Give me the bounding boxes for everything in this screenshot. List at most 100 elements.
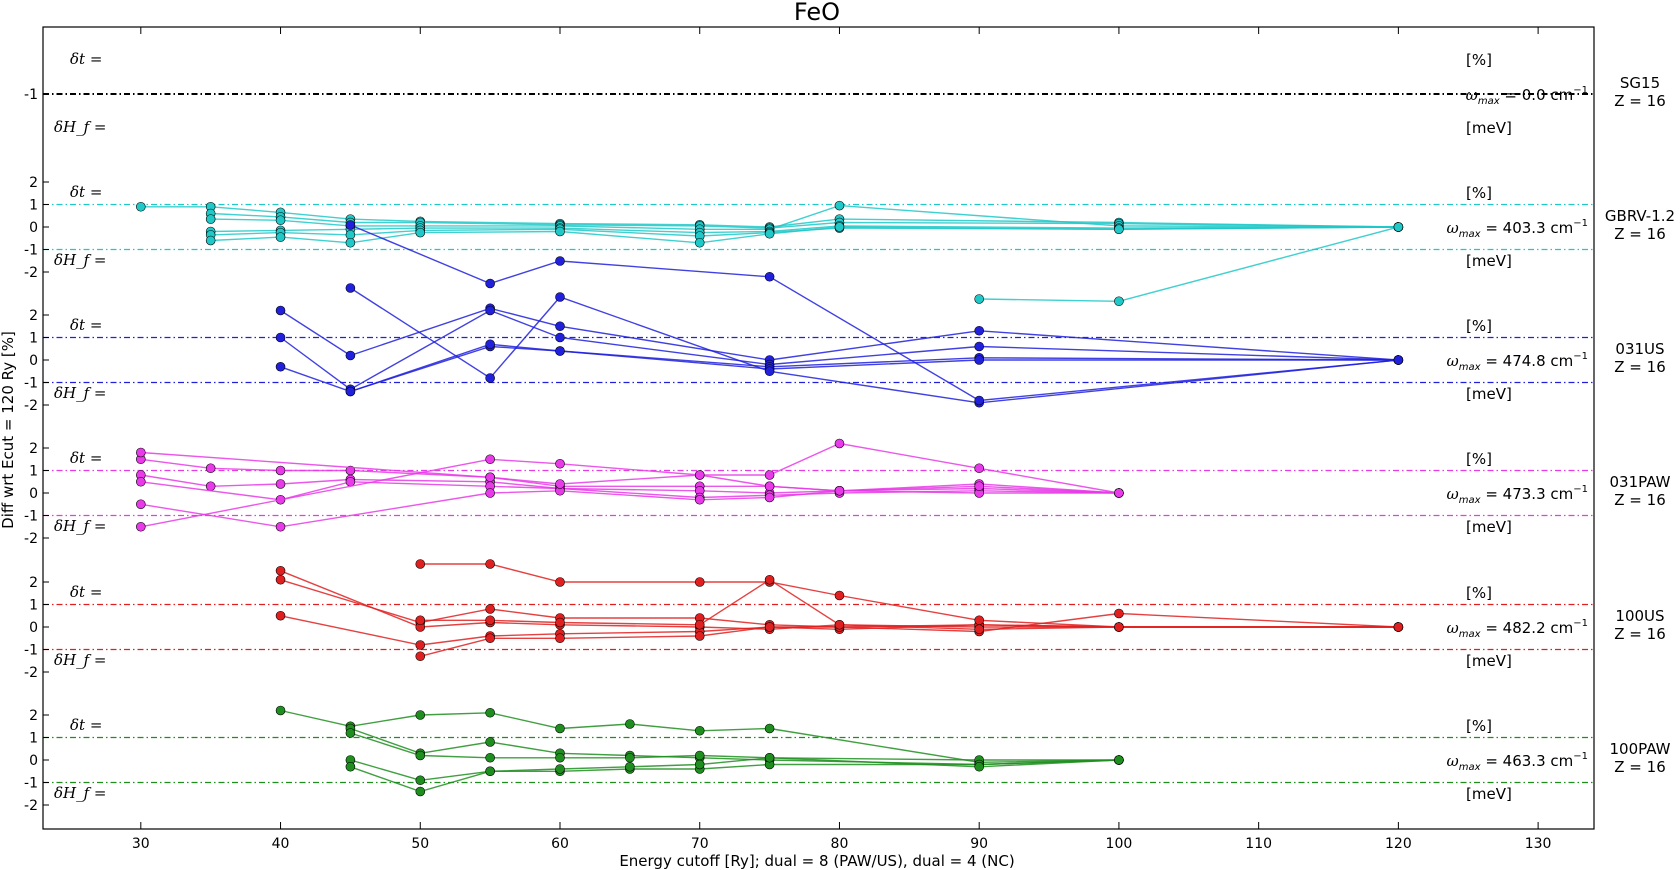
x-tick-label: 110 [1245,836,1272,852]
series-line [280,570,1399,631]
data-point [275,465,286,476]
data-point [415,227,426,238]
percent-unit-label: [%] [1466,717,1492,735]
delta-t-label: δt = [70,583,102,601]
panel-name-label: 100PAW [1610,740,1671,758]
omega-max-label: ωmax = 474.8 cm−1 [1447,351,1588,373]
y-tick-label: 1 [29,598,38,614]
data-point [974,294,984,304]
y-tick-label: 2 [29,308,38,324]
series-line [350,727,1119,766]
y-tick-label: 0 [29,620,38,636]
data-point [694,237,705,248]
series-line [210,204,1399,231]
data-point [136,201,146,212]
y-tick-label: -2 [24,398,38,414]
data-point [275,521,286,532]
y-tick-label: -1 [24,243,38,259]
series-line [210,212,1399,229]
x-tick-label: 90 [970,836,988,852]
percent-unit-label: [%] [1466,450,1492,468]
data-point [764,752,775,763]
y-tick-label: 2 [29,575,38,591]
x-tick-label: 130 [1525,836,1552,852]
data-point [834,590,845,601]
x-tick-label: 50 [411,836,429,852]
series-line [350,759,1119,782]
data-point [415,559,426,569]
data-point [485,633,495,644]
data-point [485,488,495,498]
data-point [555,479,565,489]
data-point [555,256,565,266]
data-point [974,615,984,626]
data-point [694,759,705,770]
series-line [350,345,1399,393]
series-line [140,442,1120,528]
data-point [275,574,286,585]
data-point [764,228,775,239]
data-point [485,305,495,316]
series-line [280,579,1399,633]
data-point [275,332,286,343]
data-point [275,565,286,576]
series-line [140,451,1119,494]
reference-lines [43,93,1594,784]
data-point [275,305,286,316]
data-point [345,350,356,361]
y-axis-label: Diff wrt Ecut = 120 Ry [%] [0,331,17,529]
data-point [974,761,984,772]
y-tick-label: 0 [29,486,38,502]
data-point [485,559,495,569]
data-point [764,366,775,377]
x-tick-label: 80 [831,836,849,852]
percent-unit-label: [%] [1466,51,1492,69]
panel-z-label: Z = 16 [1614,491,1665,509]
panel-name-label: 031US [1615,340,1664,358]
panel-name-label: GBRV-1.2 [1605,207,1675,225]
series-line [210,226,1399,244]
data-point [764,574,775,585]
delta-t-label: δt = [70,50,102,68]
panel-name-label: SG15 [1620,74,1660,92]
data-point [485,454,495,465]
data-point [974,341,984,352]
y-tick-label: -2 [24,798,38,814]
data-point [275,232,286,242]
data-point [625,752,635,763]
delta-hf-label: δH_f = [54,517,107,535]
data-point [275,215,286,226]
data-point [345,386,356,397]
mev-unit-label: [meV] [1466,518,1512,536]
y-tick-label: -1 [24,509,38,525]
panel-name-label: 031PAW [1610,473,1671,491]
series-line [350,224,1399,402]
data-point [625,719,635,729]
y-tick-label: 2 [29,175,38,191]
y-tick-label: -1 [24,376,38,392]
data-point [764,723,775,734]
data-point [275,610,286,621]
delta-hf-label: δH_f = [54,118,107,136]
x-axis-label: Energy cutoff [Ry]; dual = 8 (PAW/US), d… [619,852,1014,870]
data-point [764,271,775,282]
data-point [345,761,356,772]
data-point [694,470,705,480]
data-point [834,438,845,449]
data-point [136,521,146,532]
data-point [485,472,495,483]
data-point [555,764,565,774]
panel-z-label: Z = 16 [1614,92,1665,110]
y-tick-label: -2 [24,665,38,681]
plot-frame [42,26,1595,830]
data-point [415,786,426,797]
delta-hf-label: δH_f = [54,384,107,402]
data-point [764,470,775,480]
series-line [280,709,1119,764]
data-point [974,325,984,336]
data-point [555,752,565,763]
data-point [205,463,216,474]
omega-max-label: ωmax = 0.0 cm−1 [1466,85,1588,107]
data-point [205,481,216,492]
